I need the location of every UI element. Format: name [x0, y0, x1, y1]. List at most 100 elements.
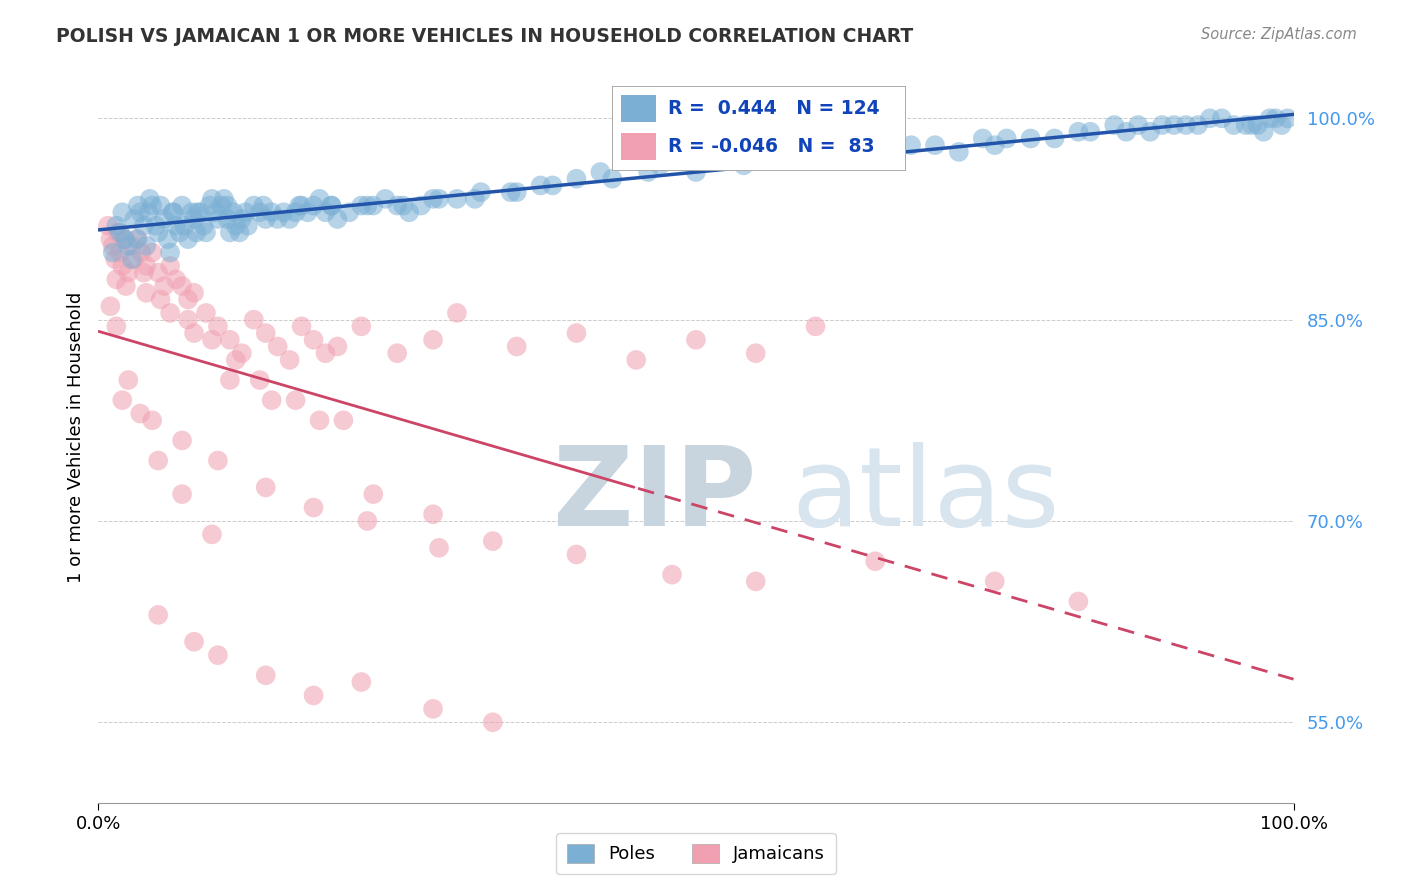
Point [297, 205, 319, 219]
Point [188, 205, 211, 219]
Point [148, 453, 170, 467]
Point [326, 212, 349, 227]
Point [427, 192, 450, 206]
Point [1264, 112, 1286, 126]
Point [135, 285, 157, 300]
Point [804, 152, 827, 166]
Point [105, 319, 128, 334]
Point [427, 541, 450, 555]
Point [284, 205, 307, 219]
Point [374, 192, 396, 206]
Point [231, 346, 253, 360]
Point [243, 198, 266, 212]
Point [321, 198, 343, 212]
Point [828, 145, 851, 159]
Point [260, 205, 283, 219]
Point [111, 393, 134, 408]
Point [225, 219, 247, 233]
Point [177, 312, 200, 326]
Point [249, 373, 271, 387]
Point [1253, 125, 1275, 139]
Point [1247, 118, 1270, 132]
Text: Source: ZipAtlas.com: Source: ZipAtlas.com [1201, 27, 1357, 42]
Point [302, 500, 325, 515]
Point [183, 326, 205, 340]
Point [745, 574, 768, 589]
Point [101, 239, 124, 253]
Point [114, 232, 136, 246]
Point [363, 198, 385, 212]
Point [1043, 131, 1066, 145]
Point [876, 145, 898, 159]
Point [446, 306, 468, 320]
Point [159, 306, 181, 320]
Point [207, 648, 229, 662]
Point [363, 487, 385, 501]
Point [422, 508, 444, 522]
Point [288, 198, 311, 212]
Point [211, 198, 233, 212]
Point [1199, 112, 1222, 126]
Point [506, 185, 529, 199]
Point [1115, 125, 1137, 139]
Point [125, 232, 148, 246]
Point [321, 198, 343, 212]
Point [482, 534, 505, 549]
Point [198, 198, 221, 212]
Point [183, 212, 205, 227]
Point [101, 245, 124, 260]
Y-axis label: 1 or more Vehicles in Household: 1 or more Vehicles in Household [66, 292, 84, 582]
Point [97, 219, 120, 233]
Point [173, 219, 195, 233]
Point [1152, 118, 1174, 132]
Point [141, 198, 163, 212]
Point [127, 198, 149, 212]
Point [356, 198, 378, 212]
Point [756, 145, 779, 159]
Point [254, 480, 277, 494]
Point [1234, 118, 1257, 132]
Point [315, 346, 337, 360]
Point [162, 205, 184, 219]
Point [201, 192, 224, 206]
Point [589, 165, 612, 179]
Point [650, 158, 672, 172]
Point [148, 266, 170, 280]
Point [127, 232, 149, 246]
Point [385, 198, 409, 212]
Point [464, 192, 486, 206]
Point [948, 145, 970, 159]
Point [132, 266, 155, 280]
Point [865, 145, 887, 159]
Point [685, 333, 707, 347]
Point [267, 339, 290, 353]
Text: atlas: atlas [792, 442, 1060, 549]
Point [1104, 118, 1126, 132]
Point [661, 567, 683, 582]
Point [131, 245, 153, 260]
Point [149, 198, 172, 212]
Point [350, 198, 373, 212]
Point [385, 346, 409, 360]
Point [422, 333, 444, 347]
Point [745, 346, 768, 360]
Point [356, 514, 378, 528]
Point [685, 165, 707, 179]
Point [114, 232, 136, 246]
Point [1067, 125, 1090, 139]
Point [153, 279, 176, 293]
Point [159, 259, 181, 273]
Point [165, 219, 187, 233]
Point [278, 212, 301, 227]
Point [291, 319, 314, 334]
Point [138, 205, 160, 219]
Point [1277, 112, 1299, 126]
Point [626, 352, 648, 367]
Point [1163, 118, 1185, 132]
Point [236, 219, 259, 233]
Point [499, 185, 522, 199]
Point [129, 407, 152, 421]
Point [195, 306, 218, 320]
Point [111, 259, 134, 273]
Point [132, 219, 155, 233]
